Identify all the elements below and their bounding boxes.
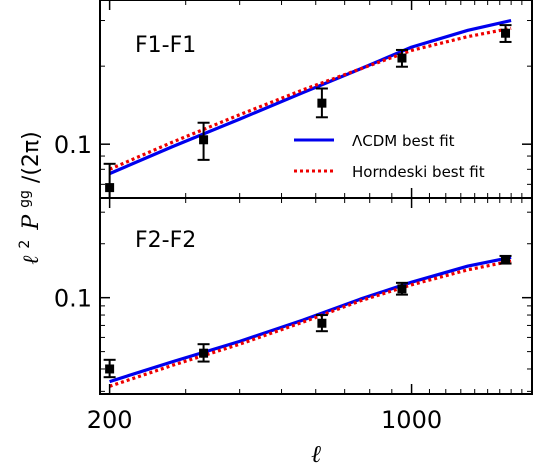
lcdm-line: [109, 255, 512, 384]
plot-area: [103, 18, 512, 198]
data-point: [395, 281, 408, 296]
y-tick-label: 0.1: [54, 285, 92, 313]
x-tick-label: 1000: [381, 406, 442, 434]
data-marker: [105, 183, 115, 193]
data-marker: [317, 98, 327, 108]
y-tick-label: 0.1: [54, 131, 92, 159]
legend-label-lcdm: ΛCDM best fit: [352, 132, 455, 150]
data-point: [315, 314, 328, 333]
data-point: [197, 343, 210, 363]
data-marker: [317, 318, 327, 328]
y-axis-label: ℓ 2 P gg /(2π): [10, 131, 44, 265]
x-axis: 200 1000: [87, 406, 442, 434]
data-marker: [397, 53, 407, 63]
lcdm-line: [108, 18, 512, 176]
data-point: [103, 358, 116, 379]
horndeski-line: [109, 259, 512, 388]
plot-area: [103, 254, 512, 388]
data-marker: [501, 28, 511, 38]
panel-label: F2-F2: [135, 228, 196, 253]
data-point: [315, 87, 328, 119]
data-marker: [199, 135, 209, 145]
panel-f1-f1: F1-F1 ΛCDM best fit Horndeski best fit 0…: [54, 0, 533, 199]
y-label-gg: gg: [17, 190, 33, 208]
data-marker: [199, 348, 209, 358]
x-axis-label: ℓ: [311, 440, 321, 468]
data-point: [499, 24, 512, 43]
data-marker: [501, 255, 511, 265]
legend: ΛCDM best fit Horndeski best fit: [294, 132, 485, 181]
y-label-rest: /(2π): [19, 131, 44, 183]
data-point: [395, 48, 408, 68]
data-point: [499, 254, 512, 265]
x-tick-label: 200: [87, 406, 133, 434]
panel-f2-f2: F2-F2 0.1: [54, 197, 533, 395]
data-point: [197, 121, 210, 161]
horndeski-line: [108, 26, 512, 171]
svg-text:ℓ 2 P gg: ℓ 2 P gg /(2π): [10, 131, 44, 265]
data-marker: [105, 364, 115, 374]
y-label-ell: ℓ: [19, 255, 44, 265]
y-label-p: P: [19, 214, 44, 231]
panel-label: F1-F1: [135, 33, 196, 58]
y-label-square: 2: [17, 240, 33, 249]
data-marker: [397, 284, 407, 294]
legend-label-horndeski: Horndeski best fit: [352, 163, 485, 181]
